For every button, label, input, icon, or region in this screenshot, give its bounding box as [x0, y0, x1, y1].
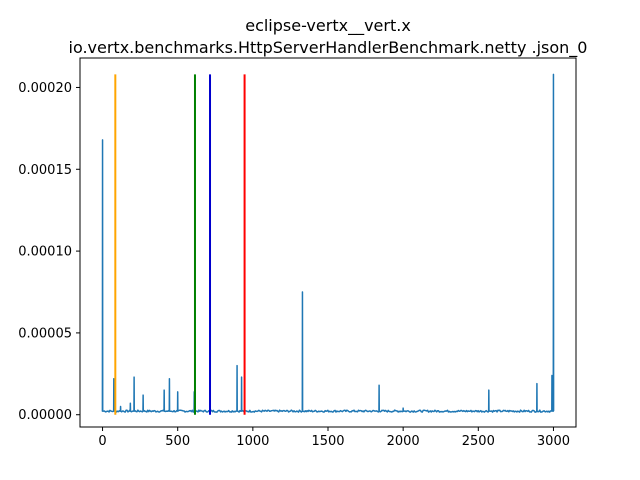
- x-tick-label: 2500: [462, 434, 495, 449]
- y-axis: 0.00000 0.00005 0.00010 0.00015 0.00020: [18, 81, 80, 423]
- chart-title: eclipse-vertx__vert.x: [245, 16, 411, 36]
- y-tick-label: 0.00020: [18, 81, 72, 96]
- y-tick-label: 0.00010: [18, 245, 72, 260]
- axes-frame: [79, 57, 577, 428]
- y-tick-label: 0.00005: [18, 326, 72, 341]
- y-tick-label: 0.00000: [18, 408, 72, 423]
- plot-area: [101, 73, 555, 415]
- x-tick-label: 2000: [387, 434, 420, 449]
- x-tick-label: 1500: [311, 434, 344, 449]
- chart-subtitle: io.vertx.benchmarks.HttpServerHandlerBen…: [69, 38, 588, 58]
- y-tick-label: 0.00015: [18, 163, 72, 178]
- x-tick-label: 500: [165, 434, 190, 449]
- x-tick-label: 0: [98, 434, 106, 449]
- series-line: [101, 73, 555, 413]
- x-tick-label: 1000: [236, 434, 269, 449]
- x-axis: 0 500 1000 1500 2000 2500 3000: [98, 427, 570, 449]
- x-tick-label: 3000: [537, 434, 570, 449]
